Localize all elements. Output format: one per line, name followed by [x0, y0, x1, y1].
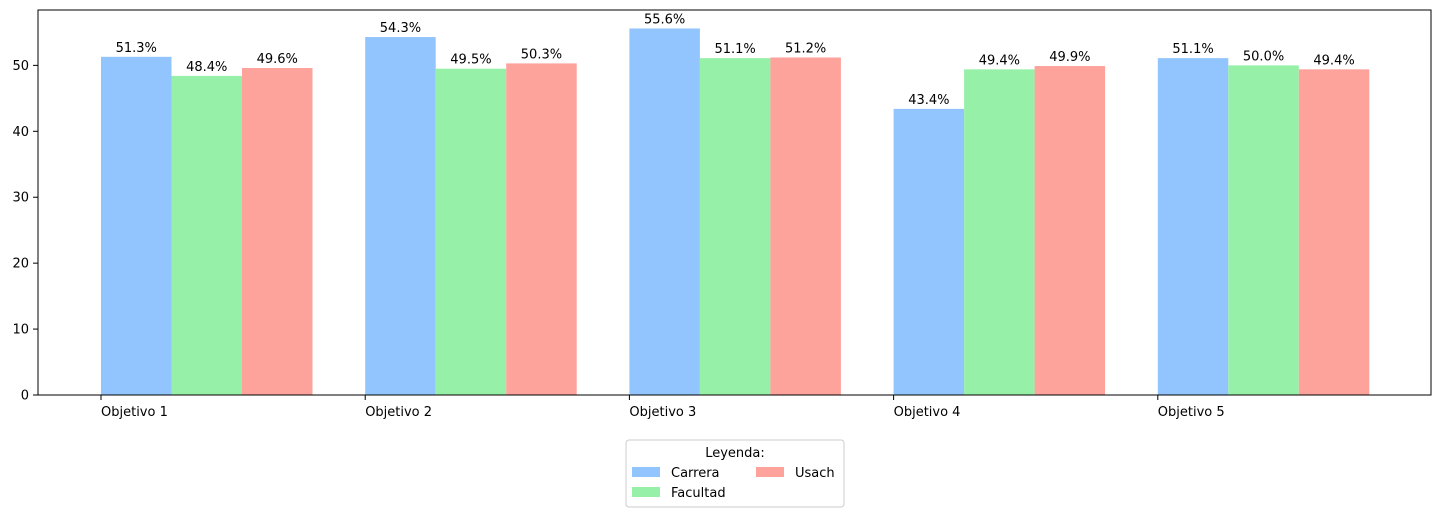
- legend-swatch-usach: [756, 467, 784, 477]
- bar-value-label: 51.1%: [1172, 42, 1213, 57]
- bar-value-label: 43.4%: [908, 93, 949, 108]
- legend-swatch-facultad: [632, 487, 660, 497]
- legend-label-usach: Usach: [795, 466, 835, 481]
- bar-value-label: 49.5%: [450, 53, 491, 68]
- bar-facultad-5: [1228, 65, 1299, 395]
- bars-layer: [101, 28, 1370, 396]
- bar-facultad-3: [699, 58, 771, 395]
- y-tick-label: 20: [12, 257, 29, 272]
- x-tick-label: Objetivo 4: [894, 405, 961, 420]
- x-tick-label: Objetivo 1: [101, 405, 168, 420]
- y-tick-label: 10: [12, 323, 29, 338]
- bar-value-label: 51.1%: [714, 42, 755, 57]
- bar-value-label: 49.6%: [257, 52, 298, 67]
- bar-carrera-1: [101, 56, 172, 395]
- legend-swatch-carrera: [632, 467, 660, 477]
- x-tick-label: Objetivo 2: [365, 405, 432, 420]
- bar-facultad-4: [964, 69, 1035, 396]
- plot-frame: [37, 9, 1432, 396]
- bar-value-label: 51.3%: [116, 41, 157, 56]
- y-tick-label: 30: [12, 191, 29, 206]
- legend-label-facultad: Facultad: [671, 486, 726, 501]
- y-tick-label: 50: [12, 59, 29, 74]
- bar-usach-2: [506, 63, 577, 395]
- legend-items: Carrera Facultad Usach: [632, 466, 835, 501]
- bar-labels-layer: 51.3% 54.3% 55.6% 43.4% 51.1% 48.4% 49.5% 51.1%…: [116, 12, 1355, 107]
- y-axis: 0 10 20 30 40 50: [12, 59, 38, 404]
- bar-usach-1: [242, 68, 313, 395]
- legend: Leyenda: Carrera Facultad Usach: [625, 439, 845, 508]
- bar-value-label: 55.6%: [644, 12, 685, 27]
- legend-box: [625, 439, 845, 508]
- bar-carrera-2: [365, 37, 436, 395]
- bar-facultad-1: [171, 75, 242, 396]
- x-tick-label: Objetivo 5: [1158, 405, 1225, 420]
- bar-usach-4: [1034, 66, 1106, 396]
- y-tick-label: 40: [12, 125, 29, 140]
- bar-usach-3: [770, 57, 841, 395]
- bar-value-label: 49.4%: [979, 53, 1020, 68]
- bar-carrera-4: [893, 108, 965, 395]
- bar-carrera-5: [1157, 58, 1229, 395]
- bar-value-label: 48.4%: [186, 60, 227, 75]
- bar-value-label: 51.2%: [785, 41, 826, 56]
- bar-usach-5: [1298, 69, 1370, 396]
- legend-title: Leyenda:: [705, 446, 765, 461]
- bar-value-label: 50.0%: [1243, 49, 1284, 64]
- bar-value-label: 50.3%: [521, 47, 562, 62]
- bar-value-label: 49.4%: [1313, 53, 1354, 68]
- x-axis: Objetivo 1 Objetivo 2 Objetivo 3 Objetivo 4…: [100, 395, 1225, 420]
- bar-carrera-3: [629, 28, 700, 396]
- y-tick-label: 0: [21, 389, 29, 404]
- x-tick-label: Objetivo 3: [629, 405, 696, 420]
- bar-value-label: 54.3%: [380, 21, 421, 36]
- bar-facultad-2: [435, 68, 507, 395]
- bar-value-label: 49.9%: [1049, 50, 1090, 65]
- legend-label-carrera: Carrera: [671, 466, 720, 481]
